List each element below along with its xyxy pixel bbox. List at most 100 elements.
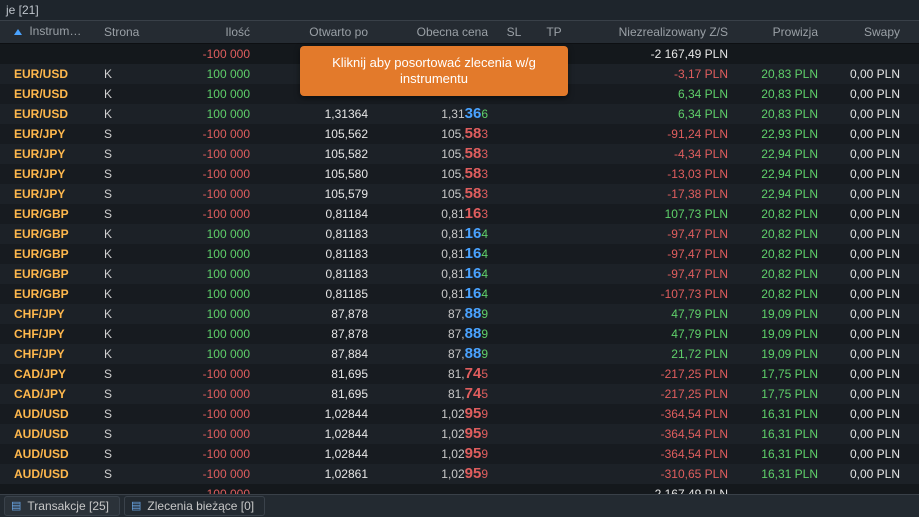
cell-swap: 0,00 PLN: [824, 307, 906, 321]
cell-price: 1,02959: [374, 425, 494, 442]
cell-swap: 0,00 PLN: [824, 67, 906, 81]
cell-pnl: -310,65 PLN: [574, 467, 734, 481]
table-row[interactable]: CHF/JPYK100 00087,87887,88947,79 PLN19,0…: [0, 324, 919, 344]
cell-price: 87,889: [374, 325, 494, 342]
table-row[interactable]: EUR/JPYS-100 000105,582105,583-4,34 PLN2…: [0, 144, 919, 164]
hdr-sl[interactable]: SL: [494, 25, 534, 39]
cell-qty: -100 000: [146, 367, 256, 381]
table-row[interactable]: AUD/USDS-100 0001,028441,02959-364,54 PL…: [0, 404, 919, 424]
cell-open: 87,884: [256, 347, 374, 361]
cell-price: 0,81164: [374, 265, 494, 282]
cell-side: K: [98, 267, 146, 281]
table-row[interactable]: EUR/GBPS-100 0000,811840,81163107,73 PLN…: [0, 204, 919, 224]
cell-swap: 0,00 PLN: [824, 187, 906, 201]
cell-qty: 100 000: [146, 67, 256, 81]
cell-price: 81,745: [374, 385, 494, 402]
table-body: -100 000-2 167,49 PLNEUR/USDK100 000-3,1…: [0, 44, 919, 494]
summary-row-bottom[interactable]: -100 000-2 167,49 PLN: [0, 484, 919, 494]
list-icon: ▤: [11, 499, 21, 512]
cell-pnl: -364,54 PLN: [574, 447, 734, 461]
cell-open: 87,878: [256, 307, 374, 321]
sort-group-icon: ▼: [87, 25, 98, 39]
cell-comm: 22,94 PLN: [734, 167, 824, 181]
table-row[interactable]: EUR/GBPK100 0000,811830,81164-97,47 PLN2…: [0, 264, 919, 284]
cell-side: S: [98, 187, 146, 201]
cell-pnl: -217,25 PLN: [574, 387, 734, 401]
cell-swap: 0,00 PLN: [824, 107, 906, 121]
table-row[interactable]: CAD/JPYS-100 00081,69581,745-217,25 PLN1…: [0, 384, 919, 404]
hdr-price[interactable]: Obecna cena: [374, 25, 494, 39]
hdr-qty[interactable]: Ilość: [146, 25, 256, 39]
table-row[interactable]: EUR/JPYS-100 000105,562105,583-91,24 PLN…: [0, 124, 919, 144]
cell-qty: 100 000: [146, 347, 256, 361]
hdr-side[interactable]: Strona: [98, 25, 146, 39]
hdr-open[interactable]: Otwarto po: [256, 25, 374, 39]
cell-swap: 0,00 PLN: [824, 407, 906, 421]
table-row[interactable]: CAD/JPYS-100 00081,69581,745-217,25 PLN1…: [0, 364, 919, 384]
table-row[interactable]: EUR/USDK100 0001,313641,313666,34 PLN20,…: [0, 104, 919, 124]
cell-pnl: 6,34 PLN: [574, 87, 734, 101]
table-row[interactable]: AUD/USDS-100 0001,028441,02959-364,54 PL…: [0, 444, 919, 464]
cell-instr: EUR/GBP: [0, 267, 98, 281]
cell-pnl: 6,34 PLN: [574, 107, 734, 121]
table-row[interactable]: CHF/JPYK100 00087,88487,88921,72 PLN19,0…: [0, 344, 919, 364]
table-row[interactable]: EUR/JPYS-100 000105,580105,583-13,03 PLN…: [0, 164, 919, 184]
cell-comm: 20,82 PLN: [734, 247, 824, 261]
cell-price: 0,81163: [374, 205, 494, 222]
table-row[interactable]: AUD/USDS-100 0001,028441,02959-364,54 PL…: [0, 424, 919, 444]
hdr-instrument[interactable]: Instrum… ▼: [0, 24, 98, 39]
cell-side: S: [98, 387, 146, 401]
cell-comm: 16,31 PLN: [734, 407, 824, 421]
cell-pnl: -107,73 PLN: [574, 287, 734, 301]
cell-instr: AUD/USD: [0, 427, 98, 441]
hdr-comm[interactable]: Prowizja: [734, 25, 824, 39]
table-row[interactable]: EUR/JPYS-100 000105,579105,583-17,38 PLN…: [0, 184, 919, 204]
cell-pnl: -97,47 PLN: [574, 227, 734, 241]
cell-swap: 0,00 PLN: [824, 347, 906, 361]
cell-qty: 100 000: [146, 227, 256, 241]
cell-swap: 0,00 PLN: [824, 207, 906, 221]
hdr-pnl[interactable]: Niezrealizowany Z/S: [574, 25, 734, 39]
cell-price: 0,81164: [374, 225, 494, 242]
cell-qty: 100 000: [146, 327, 256, 341]
cell-swap: 0,00 PLN: [824, 227, 906, 241]
cell-comm: 19,09 PLN: [734, 347, 824, 361]
cell-comm: 22,94 PLN: [734, 187, 824, 201]
cell-qty: 100 000: [146, 247, 256, 261]
cell-comm: 22,94 PLN: [734, 147, 824, 161]
table-row[interactable]: EUR/GBPK100 0000,811850,81164-107,73 PLN…: [0, 284, 919, 304]
cell-pnl: -97,47 PLN: [574, 267, 734, 281]
cell-instr: EUR/GBP: [0, 227, 98, 241]
table-row[interactable]: AUD/USDS-100 0001,028611,02959-310,65 PL…: [0, 464, 919, 484]
cell-qty: -100 000: [146, 407, 256, 421]
cell-swap: 0,00 PLN: [824, 87, 906, 101]
tab-pending-orders[interactable]: ▤Zlecenia bieżące [0]: [124, 496, 265, 516]
cell-qty: -100 000: [146, 187, 256, 201]
hdr-swap[interactable]: Swapy: [824, 25, 906, 39]
tab-label: Zlecenia bieżące [0]: [147, 499, 254, 513]
tab-transactions[interactable]: ▤ Transakcje [25]: [4, 496, 120, 516]
cell-side: K: [98, 327, 146, 341]
table-row[interactable]: EUR/GBPK100 0000,811830,81164-97,47 PLN2…: [0, 244, 919, 264]
cell-price: 1,31366: [374, 105, 494, 122]
cell-pnl: 47,79 PLN: [574, 307, 734, 321]
cell-comm: 16,31 PLN: [734, 427, 824, 441]
cell-instr: EUR/GBP: [0, 287, 98, 301]
table-row[interactable]: CHF/JPYK100 00087,87887,88947,79 PLN19,0…: [0, 304, 919, 324]
cell-pnl: 107,73 PLN: [574, 207, 734, 221]
hdr-tp[interactable]: TP: [534, 25, 574, 39]
cell-swap: 0,00 PLN: [824, 387, 906, 401]
cell-pnl: 47,79 PLN: [574, 327, 734, 341]
tab-label: Transakcje [25]: [27, 499, 109, 513]
cell-comm: 19,09 PLN: [734, 327, 824, 341]
trading-positions-window: je [21] Instrum… ▼ Strona Ilość Otwarto …: [0, 0, 919, 517]
cell-open: 0,81184: [256, 207, 374, 221]
cell-pnl: -91,24 PLN: [574, 127, 734, 141]
window-title: je [21]: [0, 0, 919, 20]
table-row[interactable]: EUR/GBPK100 0000,811830,81164-97,47 PLN2…: [0, 224, 919, 244]
cell-pnl: -13,03 PLN: [574, 167, 734, 181]
cell-open: 0,81183: [256, 227, 374, 241]
cell-pnl: -2 167,49 PLN: [574, 47, 734, 61]
cell-side: S: [98, 367, 146, 381]
cell-side: S: [98, 467, 146, 481]
